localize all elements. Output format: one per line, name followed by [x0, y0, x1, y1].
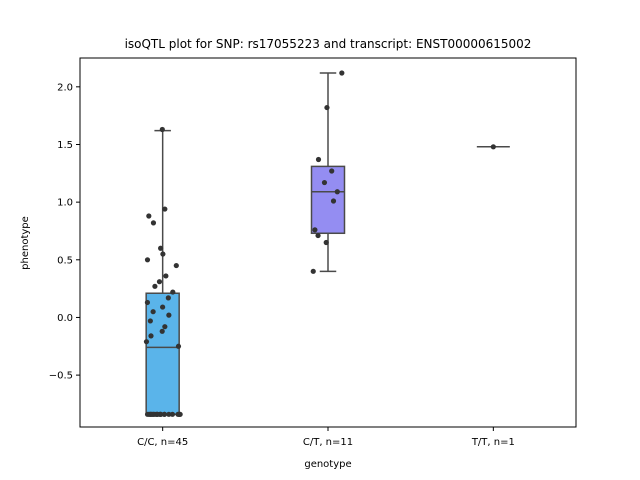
data-point [170, 289, 176, 295]
data-point [143, 339, 150, 345]
x-axis-title: genotype [304, 459, 351, 470]
data-point [150, 220, 157, 226]
data-point [159, 328, 165, 334]
box-body [310, 165, 346, 235]
strip-points [143, 126, 183, 417]
data-point [323, 239, 329, 246]
data-point [315, 156, 322, 163]
data-point [330, 198, 337, 204]
y-tick-label: 0.5 [57, 255, 73, 266]
x-tick-label: C/T, n=11 [303, 437, 353, 448]
data-point [169, 411, 176, 417]
data-point [150, 411, 156, 417]
x-tick-label: T/T, n=1 [471, 437, 515, 448]
data-point [329, 168, 335, 174]
y-tick-label: −0.5 [49, 371, 73, 382]
data-point [162, 324, 168, 330]
data-point [173, 262, 179, 269]
data-point [175, 343, 182, 349]
data-point [146, 213, 152, 219]
data-point [152, 283, 158, 289]
y-axis-title: phenotype [20, 216, 31, 270]
strip-points [490, 144, 496, 150]
data-point [144, 411, 151, 417]
box-group [310, 72, 346, 273]
y-tick-label: 1.5 [57, 140, 73, 151]
y-tick-label: 1.0 [57, 198, 73, 209]
data-point [158, 245, 164, 251]
data-point [148, 333, 154, 339]
strip-points [310, 70, 345, 274]
data-point [315, 232, 321, 239]
data-point [165, 295, 171, 301]
y-tick-label: 0.0 [57, 313, 73, 324]
y-tick-label: 2.0 [57, 82, 73, 93]
data-point [175, 411, 181, 417]
data-point [150, 309, 156, 315]
data-point [324, 104, 330, 111]
x-tick-label: C/C, n=45 [137, 437, 188, 448]
data-point [144, 299, 151, 306]
data-point [310, 268, 316, 274]
data-point [156, 279, 163, 285]
data-point [154, 411, 160, 417]
data-point [312, 227, 318, 233]
data-point [162, 206, 168, 212]
data-point [339, 70, 345, 76]
chart-title: isoQTL plot for SNP: rs17055223 and tran… [125, 37, 532, 51]
data-point [147, 318, 153, 324]
data-point [163, 273, 169, 279]
plot-area: −0.5 0.0 0.5 1.0 1.5 2.0 C/C, n=45 C/T, n=11 T/T… [49, 57, 577, 448]
data-point [144, 257, 151, 263]
data-point [160, 251, 166, 257]
data-point [159, 126, 165, 133]
box-group [145, 129, 180, 416]
data-point [321, 179, 328, 186]
data-point [161, 411, 167, 417]
data-point [334, 189, 340, 195]
data-point [166, 411, 172, 417]
data-point [160, 304, 166, 310]
data-point [490, 144, 496, 150]
data-point [166, 312, 172, 318]
